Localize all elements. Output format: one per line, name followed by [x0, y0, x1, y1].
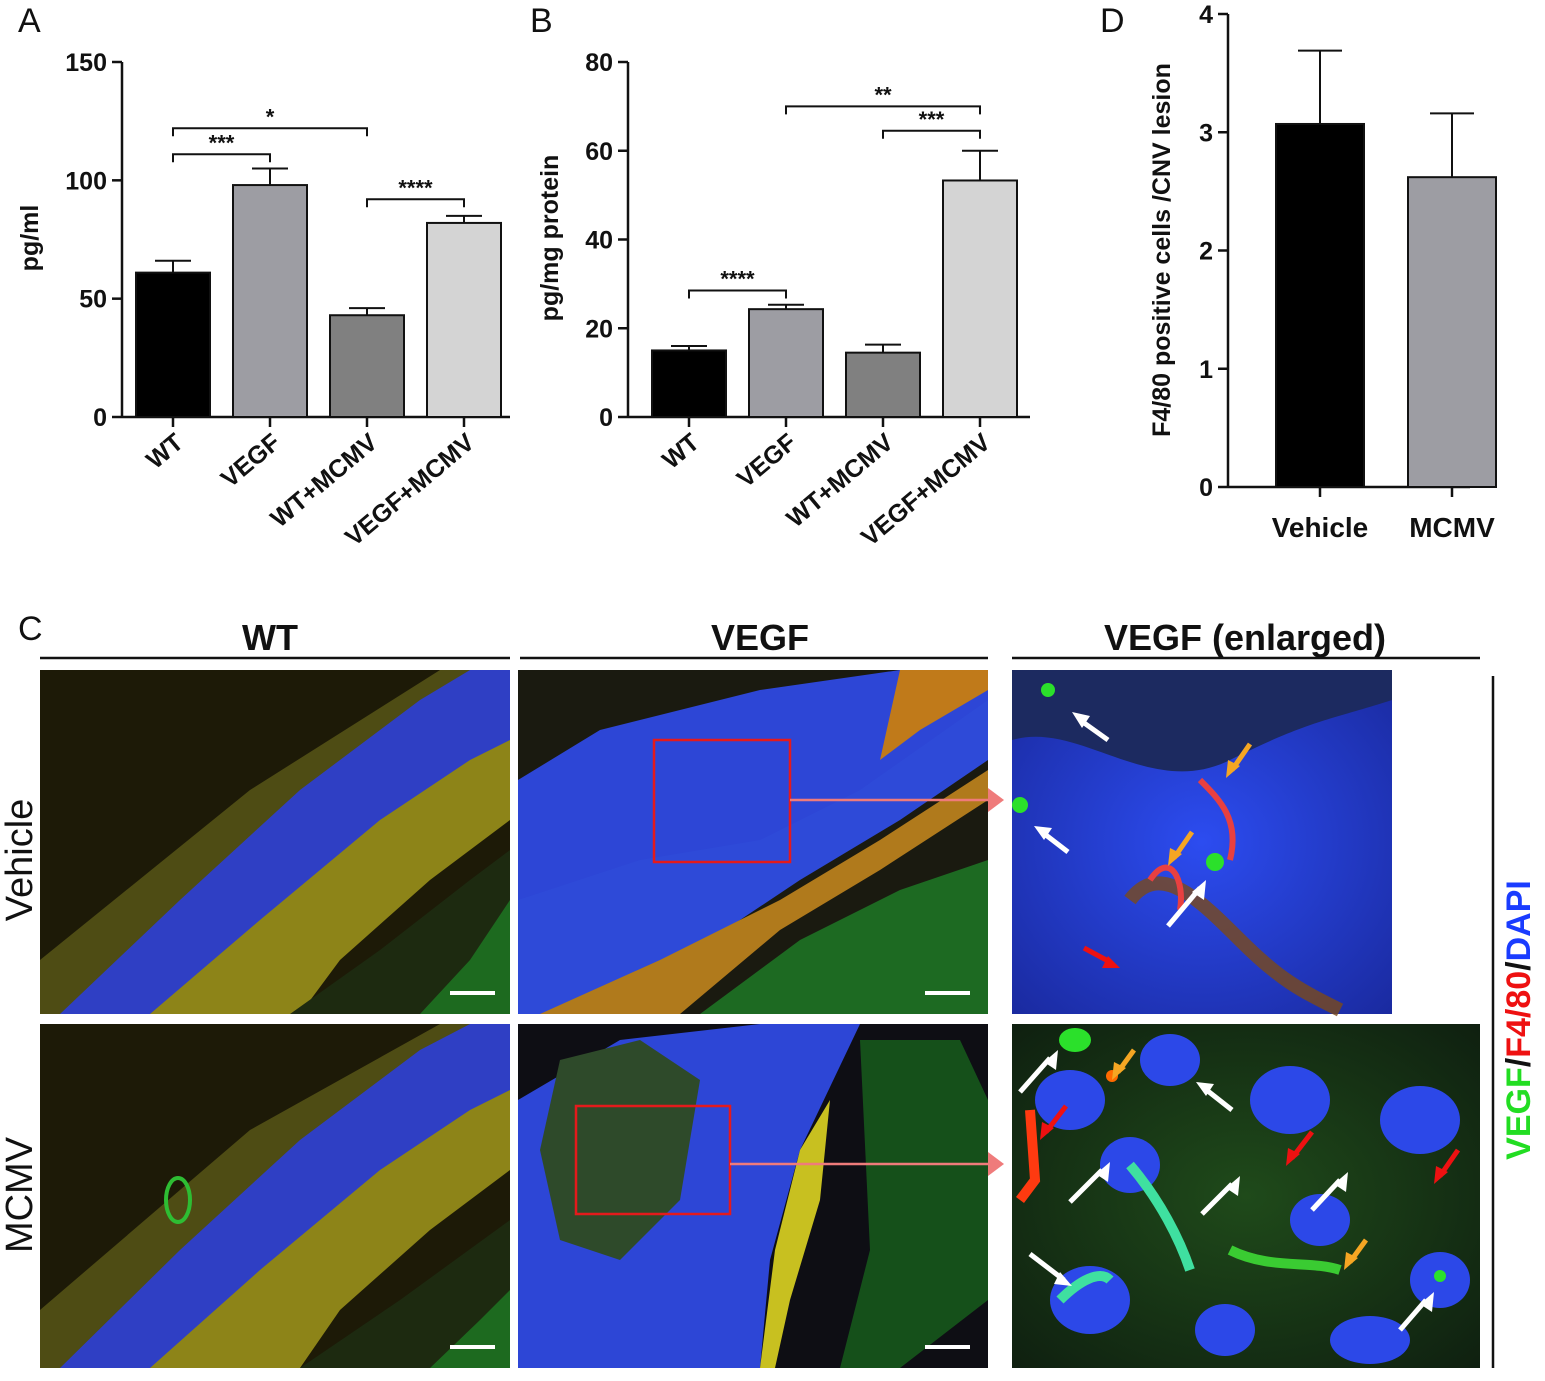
x-tick-label: WT: [657, 428, 705, 474]
bar: [329, 314, 405, 419]
arrow-white-m6: [1028, 1252, 1072, 1286]
panel-letter-b: B: [530, 2, 553, 40]
column-label-wt: WT: [242, 617, 298, 658]
y-axis-label: pg/ml: [16, 205, 44, 272]
column-label-vegf-enlarged: VEGF (enlarged): [1104, 617, 1386, 658]
arrow-white-m2: [1196, 1082, 1234, 1112]
significance-bracket: [366, 198, 465, 208]
arrow-white-m3: [1068, 1162, 1110, 1204]
y-tick-label: 0: [1199, 474, 1213, 502]
x-tick-label: VEGF: [732, 428, 802, 493]
micrograph-wt-vehicle: [40, 670, 510, 1014]
column-label-vegf: VEGF: [711, 617, 809, 658]
y-tick-label: 0: [93, 404, 107, 432]
arrow-white-m4: [1200, 1176, 1240, 1216]
arrow-red-m3: [1434, 1148, 1461, 1184]
arrow-white-m1: [1018, 1050, 1058, 1094]
arrow-orange-m2: [1344, 1238, 1369, 1270]
y-tick-label: 60: [585, 138, 613, 166]
panel-letter-c: C: [18, 610, 43, 648]
y-tick-label: 20: [585, 315, 613, 343]
significance-bracket: [172, 153, 271, 163]
micrograph-vegf-vehicle: [518, 670, 1004, 1014]
arrow-white-3: [1166, 880, 1206, 928]
arrow-orange-m1: [1112, 1048, 1137, 1080]
bar: [1275, 122, 1365, 488]
arrow-red-m1: [1040, 1104, 1068, 1140]
arrow-white-m7: [1398, 1292, 1434, 1332]
bar: [748, 308, 824, 419]
y-axis-label: pg/mg protein: [536, 155, 564, 322]
bar: [845, 351, 921, 418]
y-tick-label: 80: [585, 49, 613, 77]
significance-label: ***: [209, 130, 235, 155]
arrow-white-m5: [1310, 1172, 1348, 1212]
bar: [942, 179, 1018, 418]
x-tick-label: VEGF: [216, 428, 286, 493]
y-tick-label: 40: [585, 227, 613, 255]
arrow-orange-2: [1168, 830, 1195, 866]
significance-label: *: [266, 104, 275, 129]
significance-label: ****: [398, 175, 433, 200]
micrograph-vegf-mcmv: [518, 1024, 1004, 1368]
arrow-orange-1: [1226, 742, 1253, 778]
chart-d: 0 1 2 3 4 F4/80 positive cells /CNV lesion Veh…: [1148, 1, 1497, 543]
significance-label: ****: [720, 267, 755, 292]
y-tick-label: 0: [599, 404, 613, 432]
stain-legend: VEGF/F4/80/DAPI: [1500, 880, 1538, 1160]
micrograph-enlarged-vehicle: [1012, 670, 1392, 1017]
x-tick-label: WT: [141, 428, 189, 474]
y-tick-label: 4: [1199, 1, 1213, 29]
panel-c-micrographs: C WT VEGF VEGF (enlarged) Vehicle MCMV V…: [0, 610, 1538, 1368]
bar: [1407, 176, 1497, 488]
y-tick-label: 3: [1199, 119, 1213, 147]
y-tick-label: 50: [79, 286, 107, 314]
y-tick-label: 100: [65, 167, 107, 195]
y-tick-label: 2: [1199, 238, 1213, 266]
row-label-mcmv: MCMV: [0, 1136, 41, 1253]
panel-letter-d: D: [1100, 2, 1125, 40]
micrograph-wt-mcmv: [40, 1024, 510, 1368]
panel-letter-a: A: [18, 2, 41, 40]
significance-bracket: [882, 129, 981, 139]
micrograph-enlarged-mcmv: [1012, 1024, 1480, 1368]
y-tick-label: 1: [1199, 356, 1213, 384]
y-tick-label: 150: [65, 49, 107, 77]
bar: [135, 271, 211, 418]
significance-label: ***: [919, 107, 945, 132]
bar: [426, 221, 502, 418]
significance-bracket: [172, 127, 368, 137]
zoom-box-mcmv: [574, 1104, 732, 1216]
significance-bracket: [785, 105, 981, 115]
arrow-red-1: [1082, 945, 1120, 968]
significance-bracket: [688, 289, 787, 299]
arrow-red-m2: [1286, 1130, 1314, 1166]
arrow-white-1: [1072, 712, 1110, 743]
x-tick-label: MCMV: [1409, 512, 1495, 543]
row-label-vehicle: Vehicle: [0, 799, 41, 922]
bar: [232, 184, 308, 418]
x-tick-label: Vehicle: [1272, 512, 1369, 543]
bar: [651, 349, 727, 418]
significance-label: **: [874, 82, 892, 107]
y-axis-label: F4/80 positive cells /CNV lesion: [1148, 63, 1176, 437]
arrow-white-2: [1034, 826, 1070, 854]
